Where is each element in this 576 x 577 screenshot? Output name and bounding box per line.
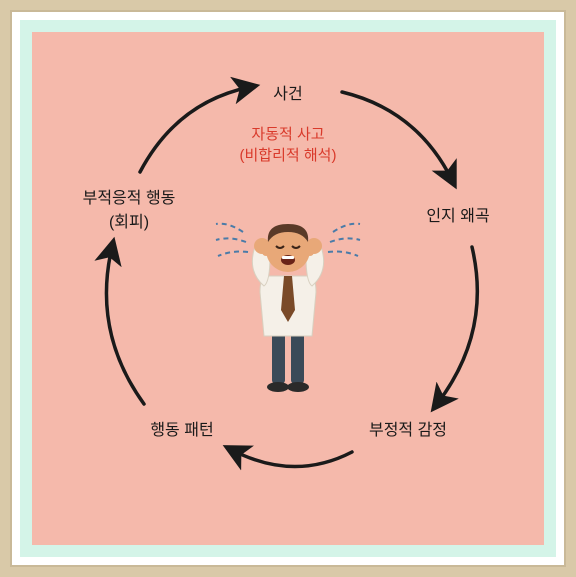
inner-frame-border: 자동적 사고(비합리적 해석) 사건 인지 왜곡 부정적 감정 행동 패턴 부적… <box>10 10 566 567</box>
outer-frame: 자동적 사고(비합리적 해석) 사건 인지 왜곡 부정적 감정 행동 패턴 부적… <box>0 0 576 577</box>
diagram-canvas: 자동적 사고(비합리적 해석) 사건 인지 왜곡 부정적 감정 행동 패턴 부적… <box>32 32 544 545</box>
mint-frame: 자동적 사고(비합리적 해석) 사건 인지 왜곡 부정적 감정 행동 패턴 부적… <box>20 20 556 557</box>
person-illustration <box>32 32 544 545</box>
